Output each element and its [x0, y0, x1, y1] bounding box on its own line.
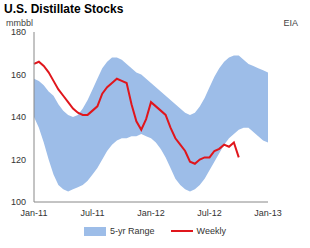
svg-text:100: 100 [11, 197, 26, 207]
html-text:5-yr Range: 5-yr Range [110, 226, 155, 236]
svg-text:160: 160 [11, 70, 26, 80]
html-text:mmbbl: mmbbl [6, 18, 33, 28]
svg-text:Jan-11: Jan-11 [21, 208, 48, 218]
svg-text:140: 140 [11, 112, 26, 122]
svg-text:180: 180 [11, 27, 26, 37]
html-text:EIA: EIA [283, 18, 298, 28]
svg-text:Jan-13: Jan-13 [254, 208, 282, 218]
html-text:U.S. Distillate Stocks: U.S. Distillate Stocks [4, 2, 124, 16]
svg-text:120: 120 [11, 155, 26, 165]
html-text:Weekly: Weekly [196, 226, 226, 236]
svg-text:Jul-12: Jul-12 [197, 208, 222, 218]
svg-text:Jan-12: Jan-12 [137, 208, 165, 218]
svg-text:Jul-11: Jul-11 [81, 208, 105, 218]
